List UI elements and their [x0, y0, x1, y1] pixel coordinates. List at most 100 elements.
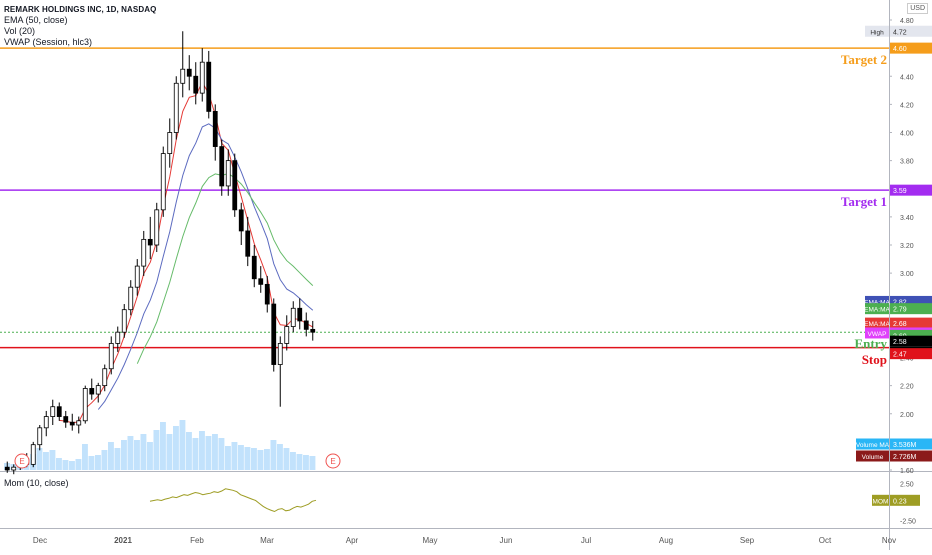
- candle-body: [37, 427, 43, 446]
- candle-body: [219, 146, 225, 187]
- volume-bar: [277, 444, 283, 470]
- price-axis-label-value: 4.60: [893, 46, 907, 53]
- volume-bar: [88, 456, 95, 470]
- candle-body: [303, 320, 309, 330]
- candle-body: [154, 209, 160, 246]
- candle-body: [56, 406, 62, 417]
- price-axis-label-box: [890, 348, 932, 360]
- candle-body: [173, 82, 179, 133]
- price-axis-label-box: [890, 25, 932, 37]
- volume-bar: [244, 447, 251, 470]
- volume-bar: [56, 458, 62, 470]
- price-axis-tag-text: EMA:MA: [864, 321, 890, 328]
- volume-bar: [225, 446, 231, 470]
- earnings-marker-label: E: [19, 457, 24, 466]
- candle-body: [245, 230, 251, 257]
- candle-body: [43, 416, 49, 429]
- x-tick-label: Jun: [500, 536, 513, 545]
- volume-bar: [186, 432, 192, 470]
- x-tick-label: Apr: [346, 536, 359, 545]
- volume-tag-text: Volume MA: [856, 442, 890, 449]
- candle-body: [238, 209, 244, 232]
- volume-bar: [270, 440, 277, 470]
- candle-body: [63, 416, 69, 423]
- volume-bar: [173, 426, 179, 470]
- price-axis-tag-box: [865, 317, 889, 329]
- x-tick-label: Feb: [190, 536, 204, 545]
- price-axis-label-value: 2.47: [893, 352, 907, 359]
- y-tick-label: 2.00: [900, 412, 914, 419]
- volume-bar: [166, 434, 173, 470]
- candle-body: [76, 420, 82, 426]
- volume-bar: [153, 430, 160, 470]
- volume-bar: [160, 422, 166, 470]
- y-tick-label: 3.20: [900, 243, 914, 250]
- candle-body: [271, 303, 277, 365]
- legend-symbol-title[interactable]: REMARK HOLDINGS INC, 1D, NASDAQ: [4, 5, 157, 14]
- volume-tag-text: Volume: [862, 454, 884, 461]
- y-tick-label: 4.80: [900, 18, 914, 25]
- currency-badge[interactable]: USD: [907, 3, 928, 14]
- volume-bar: [238, 445, 244, 470]
- candle-body: [206, 61, 212, 112]
- x-tick-label: Oct: [819, 536, 832, 545]
- volume-bar: [296, 454, 303, 470]
- mom-tick-label: -2.50: [900, 518, 916, 525]
- volume-bar: [43, 452, 49, 470]
- y-tick-label: 4.40: [900, 74, 914, 81]
- volume-value-text: 2.726M: [893, 454, 917, 461]
- candle-body: [193, 75, 199, 94]
- price-axis-label-value: 2.79: [893, 307, 907, 314]
- mom-value-box: [890, 494, 920, 506]
- candle-body: [128, 286, 134, 311]
- x-tick-label: May: [422, 536, 437, 545]
- chart-legend: REMARK HOLDINGS INC, 1D, NASDAQ EMA (50,…: [4, 4, 156, 48]
- candle-body: [160, 153, 166, 211]
- candle-body: [251, 255, 257, 280]
- candle-body: [30, 444, 36, 465]
- volume-bar: [114, 448, 121, 470]
- volume-bar: [49, 450, 56, 470]
- candle-body: [232, 160, 238, 211]
- y-tick-label: 2.20: [900, 384, 914, 391]
- candle-body: [277, 343, 283, 365]
- volume-bar: [192, 438, 199, 470]
- volume-value-text: 3.536M: [893, 442, 917, 449]
- volume-value-box: [890, 438, 932, 450]
- legend-vwap[interactable]: VWAP (Session, hlc3): [4, 37, 93, 47]
- candle-body: [108, 343, 114, 370]
- price-axis-tag-box: [865, 327, 889, 339]
- price-axis-label-box: [890, 335, 932, 347]
- annotation-entry: Entry: [854, 336, 888, 352]
- price-axis-label-value: 4.72: [893, 29, 907, 36]
- volume-bar: [212, 434, 218, 470]
- candle-body: [258, 278, 264, 285]
- candle-body: [225, 160, 231, 187]
- y-tick-label: 4.20: [900, 102, 914, 109]
- price-axis-label-value: 3.59: [893, 188, 907, 195]
- x-tick-label: Aug: [659, 536, 673, 545]
- candle-body: [297, 307, 303, 322]
- x-tick-label: Mar: [260, 536, 274, 545]
- mom-tag-text: MOM: [873, 498, 889, 505]
- candle-body: [147, 238, 153, 246]
- volume-bar: [283, 448, 290, 470]
- mom-tag-box: [872, 494, 889, 506]
- legend-mom[interactable]: Mom (10, close): [4, 478, 69, 488]
- price-axis-label-box: [890, 303, 932, 315]
- candle-body: [82, 388, 88, 422]
- candle-body: [199, 61, 205, 94]
- mom-tick-label: 2.50: [900, 482, 914, 489]
- candle-body: [186, 68, 192, 77]
- price-axis-label-box: [890, 295, 932, 307]
- legend-ema[interactable]: EMA (50, close): [4, 15, 68, 25]
- vwap-line: [136, 173, 314, 364]
- mom-value-text: 0.23: [893, 498, 907, 505]
- candle-body: [69, 421, 75, 426]
- price-axis-tag-box: [865, 303, 889, 315]
- volume-bar: [179, 420, 186, 470]
- candle-body: [11, 466, 17, 471]
- legend-vol[interactable]: Vol (20): [4, 26, 36, 36]
- candle-body: [50, 406, 56, 417]
